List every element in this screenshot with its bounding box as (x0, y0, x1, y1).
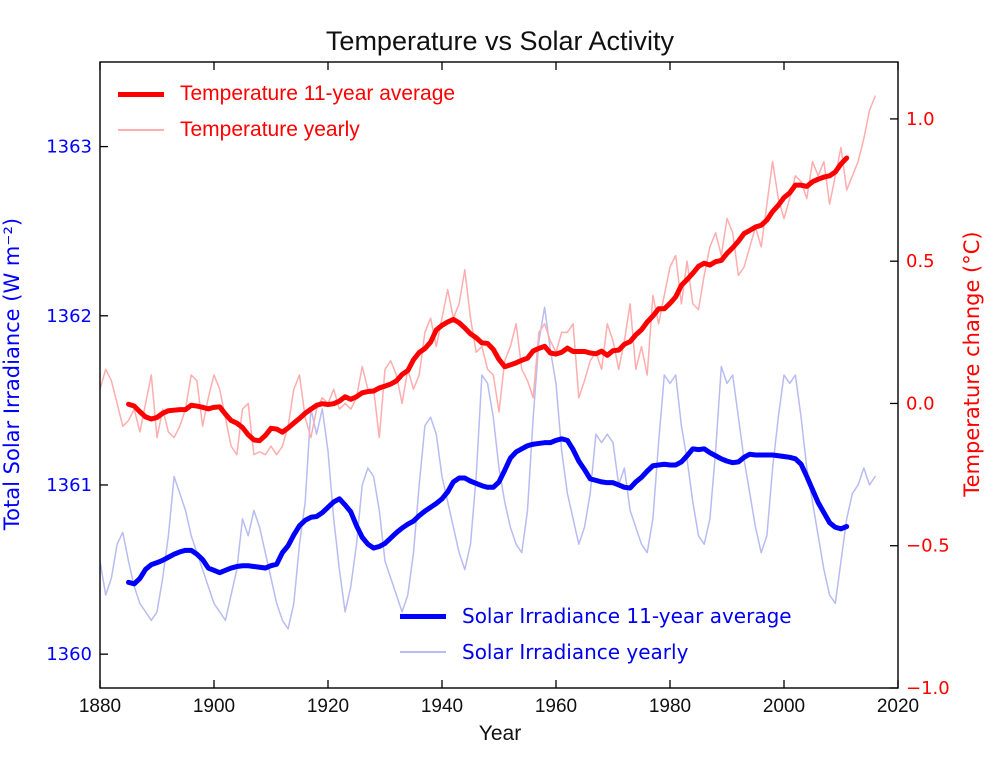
chart-title: Temperature vs Solar Activity (325, 26, 675, 56)
temperature-average-line-sample (118, 91, 164, 97)
y-right-tick-label-1.0: 1.0 (906, 109, 935, 130)
x-tick-label-1940: 1940 (421, 696, 463, 717)
x-tick-label-1980: 1980 (649, 696, 691, 717)
y-left-tick-label-1363: 1363 (46, 137, 92, 158)
legend-row-solar-average: Solar Irradiance 11-year average (400, 598, 792, 634)
solar-yearly-line-sample (400, 651, 446, 653)
y-right-tick-label-−0.5: −0.5 (906, 536, 950, 557)
y-right-tick-label-0.0: 0.0 (906, 393, 935, 414)
temperature-average-line (126, 155, 850, 444)
y-left-tick-label-1360: 1360 (46, 644, 92, 665)
temperature-yearly-line (99, 95, 876, 456)
legend-label-temperature-average: Temperature 11-year average (180, 82, 456, 105)
x-tick-label-1960: 1960 (535, 696, 577, 717)
temperature-yearly-line-sample (118, 129, 164, 131)
solar-irradiance-yearly-line (99, 306, 876, 630)
legend-solar: Solar Irradiance 11-year average Solar I… (400, 598, 792, 670)
y-axis-label-right: Temperature change (°C) (960, 231, 984, 497)
x-axis-label: Year (478, 722, 522, 745)
solar-irradiance-average-line (126, 436, 850, 587)
x-tick-label-2020: 2020 (877, 696, 919, 717)
y-left-tick-label-1361: 1361 (46, 475, 92, 496)
legend-temperature: Temperature 11-year average Temperature … (118, 76, 455, 148)
y-right-tick-label-−1.0: −1.0 (906, 678, 950, 699)
x-tick-label-2000: 2000 (763, 696, 805, 717)
legend-label-solar-yearly: Solar Irradiance yearly (462, 640, 689, 664)
y-left-tick-label-1362: 1362 (46, 306, 92, 327)
legend-row-solar-yearly: Solar Irradiance yearly (400, 634, 792, 670)
legend-row-temperature-average: Temperature 11-year average (118, 76, 455, 112)
legend-label-solar-average: Solar Irradiance 11-year average (462, 604, 792, 628)
solar-average-line-sample (400, 613, 446, 619)
x-tick-label-1880: 1880 (79, 696, 121, 717)
x-tick-label-1920: 1920 (307, 696, 349, 717)
legend-row-temperature-yearly: Temperature yearly (118, 112, 455, 148)
legend-label-temperature-yearly: Temperature yearly (180, 118, 360, 141)
plot-border (99, 61, 899, 689)
y-right-tick-label-0.5: 0.5 (906, 251, 935, 272)
x-tick-label-1900: 1900 (193, 696, 235, 717)
y-axis-label-left: Total Solar Irradiance (W m⁻²) (0, 217, 24, 531)
